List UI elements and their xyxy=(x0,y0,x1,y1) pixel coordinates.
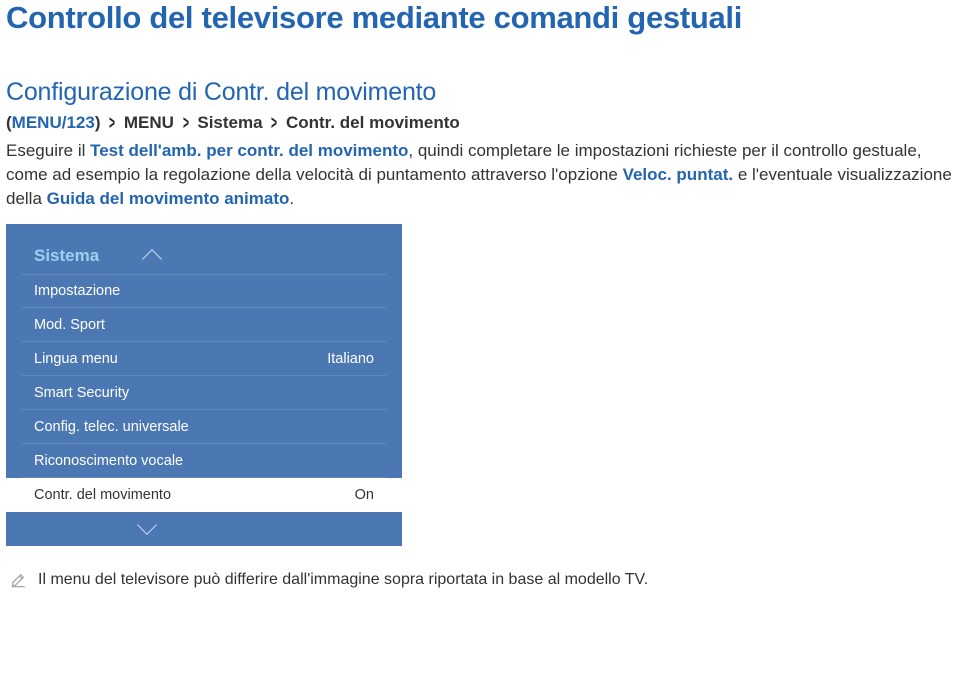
menu-item[interactable]: Riconoscimento vocale xyxy=(22,444,386,478)
menu-item[interactable]: Contr. del movimento On xyxy=(6,478,402,512)
chevron-right-icon: > xyxy=(183,112,189,135)
menu-item-value: On xyxy=(355,487,374,503)
menu-items-list: Impostazione Mod. Sport Lingua menu Italian… xyxy=(6,274,402,512)
menu-header: Sistema xyxy=(6,224,402,274)
menu-item-label: Impostazione xyxy=(34,283,120,299)
menu-item-value: Italiano xyxy=(327,351,374,367)
menu-item-label: Config. telec. universale xyxy=(34,419,189,435)
menu-item[interactable]: Mod. Sport xyxy=(22,308,386,342)
bc-paren-close: ) xyxy=(95,113,101,132)
menu-item[interactable]: Config. telec. universale xyxy=(22,410,386,444)
menu-footer xyxy=(6,512,402,546)
bc-item-sistema: Sistema xyxy=(197,113,262,132)
text-frag: . xyxy=(289,189,294,208)
menu-item-label: Smart Security xyxy=(34,385,129,401)
bc-item-contr: Contr. del movimento xyxy=(286,113,460,132)
menu-header-label: Sistema xyxy=(34,246,99,266)
section-title: Configurazione di Contr. del movimento xyxy=(6,78,954,107)
menu-item[interactable]: Lingua menu Italiano xyxy=(22,342,386,376)
chevron-right-icon: > xyxy=(109,112,115,135)
page-title: Controllo del televisore mediante comand… xyxy=(6,0,954,36)
menu-item[interactable]: Impostazione xyxy=(22,274,386,308)
footnote-text: Il menu del televisore può differire dal… xyxy=(38,571,648,589)
pencil-icon xyxy=(10,570,26,590)
menu-item-label: Contr. del movimento xyxy=(34,487,171,503)
breadcrumb: (MENU/123) > MENU > Sistema > Contr. del… xyxy=(6,113,954,133)
text-frag: Eseguire il xyxy=(6,141,90,160)
bc-item-menu: MENU xyxy=(124,113,174,132)
text-bold: Veloc. puntat. xyxy=(623,165,734,184)
text-bold: Test dell'amb. per contr. del movimento xyxy=(90,141,408,160)
menu-item[interactable]: Smart Security xyxy=(22,376,386,410)
instruction-paragraph: Eseguire il Test dell'amb. per contr. de… xyxy=(6,139,954,210)
chevron-down-icon[interactable] xyxy=(137,515,157,535)
menu-item-label: Mod. Sport xyxy=(34,317,105,333)
menu-item-label: Lingua menu xyxy=(34,351,118,367)
bc-menu123: MENU/123 xyxy=(12,113,95,132)
chevron-up-icon[interactable] xyxy=(142,249,162,269)
menu-item-label: Riconoscimento vocale xyxy=(34,453,183,469)
chevron-right-icon: > xyxy=(271,112,277,135)
footnote: Il menu del televisore può differire dal… xyxy=(6,570,954,590)
text-bold: Guida del movimento animato xyxy=(47,189,290,208)
system-menu-panel: Sistema Impostazione Mod. Sport Lingua men… xyxy=(6,224,402,546)
